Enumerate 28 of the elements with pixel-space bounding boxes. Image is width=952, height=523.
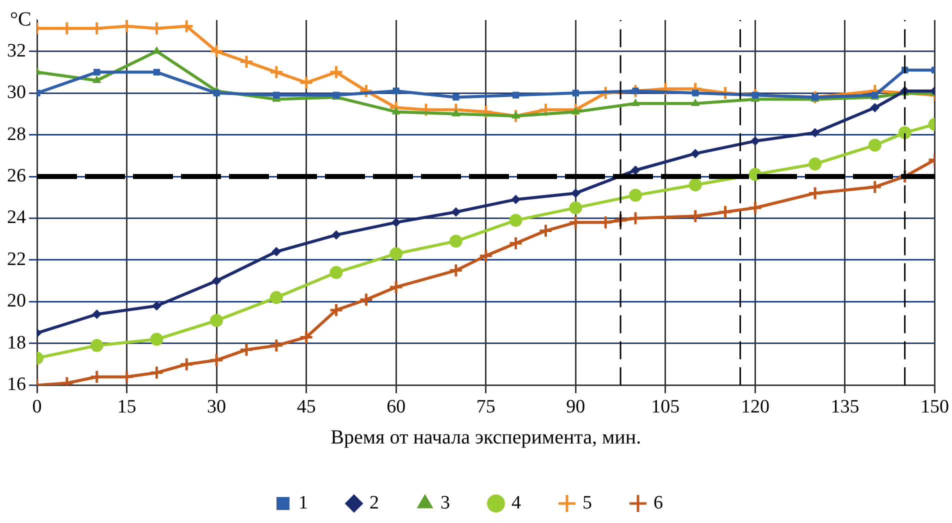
y-tick-label: 22 [7, 248, 26, 270]
x-tick-label: 150 [920, 396, 949, 418]
x-tick-label: 120 [740, 396, 770, 418]
y-tick-label: 20 [7, 290, 26, 312]
y-tick-label: 28 [7, 124, 26, 145]
y-tick-label: 32 [7, 40, 26, 62]
legend-label: 2 [370, 492, 379, 514]
x-tick-label: 0 [32, 396, 42, 418]
legend-label: 3 [440, 492, 450, 514]
y-tick-label: 26 [7, 166, 26, 186]
x-tick-label: 75 [476, 396, 496, 418]
y-tick-label: 18 [7, 332, 26, 354]
legend-label: 1 [298, 492, 308, 514]
x-axis-title: Время от начала эксперимента, мин. [330, 426, 642, 448]
x-tick-label: 90 [566, 396, 586, 418]
x-tick-label: 135 [830, 396, 860, 418]
x-tick-label: 45 [296, 396, 316, 418]
y-axis-title: °C [10, 8, 32, 30]
legend-label: 4 [512, 492, 522, 514]
y-tick-label: 16 [7, 374, 26, 396]
legend-label: 6 [654, 492, 663, 514]
x-tick-label: 105 [651, 396, 680, 418]
y-tick-label: 30 [7, 82, 26, 104]
x-tick-label: 15 [117, 396, 136, 418]
y-tick-label: 24 [7, 207, 26, 228]
x-tick-label: 30 [207, 396, 226, 418]
legend-label: 5 [582, 492, 592, 514]
x-tick-label: 60 [386, 396, 406, 418]
